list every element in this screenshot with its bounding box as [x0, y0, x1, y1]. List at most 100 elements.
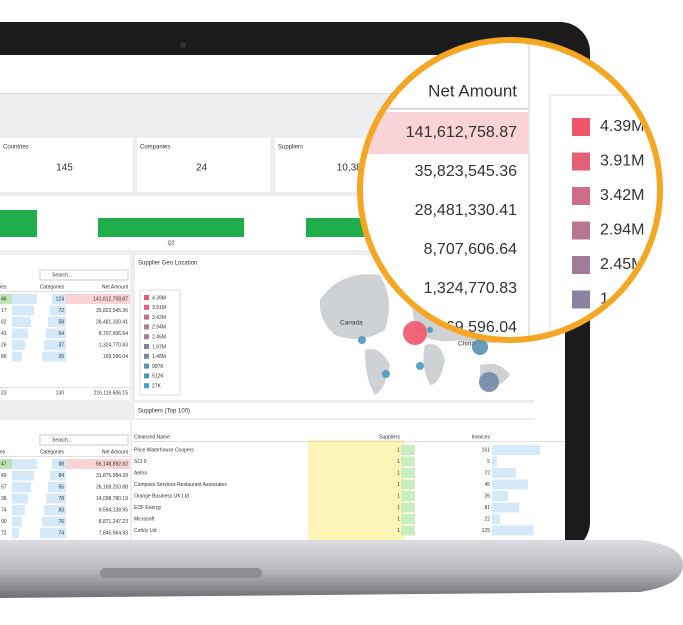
cell: EDF Energy [134, 505, 162, 511]
cell-highlight [0, 459, 12, 469]
cell-bar [12, 459, 37, 469]
cell: 125 [482, 528, 491, 534]
cell-bar [12, 328, 28, 339]
map-land [319, 274, 389, 339]
kpi-value: 10,383 [337, 163, 368, 174]
cell: SCI 9 [134, 459, 147, 465]
column-header: es [0, 449, 6, 455]
cell-bar [492, 502, 520, 513]
cell-bar [492, 491, 508, 501]
cell: 43 [1, 331, 7, 337]
cell-bar [42, 516, 66, 527]
column-header: Suppliers [379, 434, 400, 440]
cell: 31,875,984.28 [96, 473, 128, 479]
column-header: ies [0, 284, 7, 290]
cell-bar [492, 514, 500, 524]
legend-swatch [144, 334, 149, 340]
map-title: Supplier Geo Location [138, 261, 197, 267]
cell: 84 [58, 473, 64, 479]
total-cell: 130 [56, 390, 65, 396]
kpi-label: Companies [140, 145, 170, 151]
cell: 81 [484, 505, 490, 511]
cell: 72 [1, 530, 7, 536]
kpi-card [137, 138, 270, 192]
cell-bar [492, 456, 497, 467]
cell-bar [48, 317, 66, 327]
legend-label: 3.91M [152, 305, 166, 311]
map-bubble [358, 336, 366, 344]
cell: 1 [397, 493, 400, 499]
cell: 17 [1, 308, 7, 314]
legend-label: 2.45M [600, 256, 644, 273]
cell-zoomed: 141,612,758.87 [406, 124, 517, 141]
legend-label: 1.48M [152, 354, 166, 360]
cell: 161 [482, 447, 491, 453]
legend-swatch [572, 256, 590, 274]
header-line [0, 93, 565, 94]
cell: 26,169,203.88 [96, 484, 128, 490]
search-input: Search... [52, 437, 72, 443]
map-label: China [458, 341, 475, 348]
search-input: Search... [52, 272, 72, 278]
legend-label: 2.45M [152, 335, 166, 341]
section-title: Suppliers (Top 100) [138, 409, 190, 415]
lens-divider [528, 43, 530, 337]
cell: 7,845,964.93 [99, 530, 128, 536]
column-header: Net Amount [102, 449, 129, 455]
cell-bar [401, 502, 415, 513]
cell: 22 [484, 516, 490, 522]
base-notch [100, 568, 262, 578]
column-header: Categories [40, 449, 65, 455]
legend-swatch [572, 118, 590, 136]
row-line [0, 387, 130, 388]
cell-bar [12, 482, 31, 492]
period-label: Q2 [168, 240, 175, 246]
map-bubble [472, 339, 488, 355]
cell: 45 [484, 482, 490, 488]
cell: 8,871,247.23 [99, 519, 128, 525]
cell: 57 [1, 484, 7, 490]
cell: 46 [1, 296, 7, 302]
cell: 83 [58, 507, 64, 513]
cell: 169,596.04 [103, 354, 128, 360]
cell-bar [492, 525, 534, 536]
legend-swatch [144, 373, 149, 379]
cell-bar [46, 328, 66, 339]
cell: 141,612,758.87 [93, 296, 128, 302]
cell-bar [44, 340, 66, 350]
cell-bar [401, 468, 415, 478]
cell-highlight [66, 294, 130, 304]
laptop-base [0, 540, 683, 598]
cell-bar [12, 351, 22, 362]
cell: 1,324,770.83 [99, 342, 128, 348]
cell: 72 [58, 308, 64, 314]
cell: 28,481,330.41 [96, 319, 128, 325]
cell: 86 [1, 354, 7, 360]
magnifier-content: Net Amount 141,612,758.87 35,823,545.36 28,… [363, 43, 657, 337]
cell-bar [12, 505, 25, 515]
legend-swatch [144, 344, 149, 349]
legend-swatch [144, 324, 149, 330]
legend-label: 3.42M [600, 187, 644, 204]
header-line [0, 291, 130, 292]
cell-bar [48, 482, 66, 492]
legend-swatch [144, 363, 149, 369]
total-cell: 216,119,606.15 [94, 390, 129, 396]
cell-highlight [66, 459, 130, 469]
map-bubble [479, 372, 499, 392]
cell: 38 [1, 496, 7, 502]
cell: 56,148,892.62 [96, 461, 128, 467]
cell-highlight [363, 112, 528, 154]
legend-swatch [144, 295, 149, 300]
cell-bar [12, 493, 28, 504]
cell-zoomed: 28,481,330.41 [415, 202, 517, 219]
legend-label: 2.94M [600, 222, 644, 239]
map-bubble [416, 362, 424, 370]
column-header: Net Amount [102, 284, 129, 290]
legend-label: 4.39M [152, 295, 166, 301]
cell-bar [401, 525, 415, 536]
cell-bar [12, 516, 22, 527]
cell-zoomed: 1,324,770.83 [424, 280, 518, 297]
cell: Cofely Ltd [134, 528, 157, 534]
